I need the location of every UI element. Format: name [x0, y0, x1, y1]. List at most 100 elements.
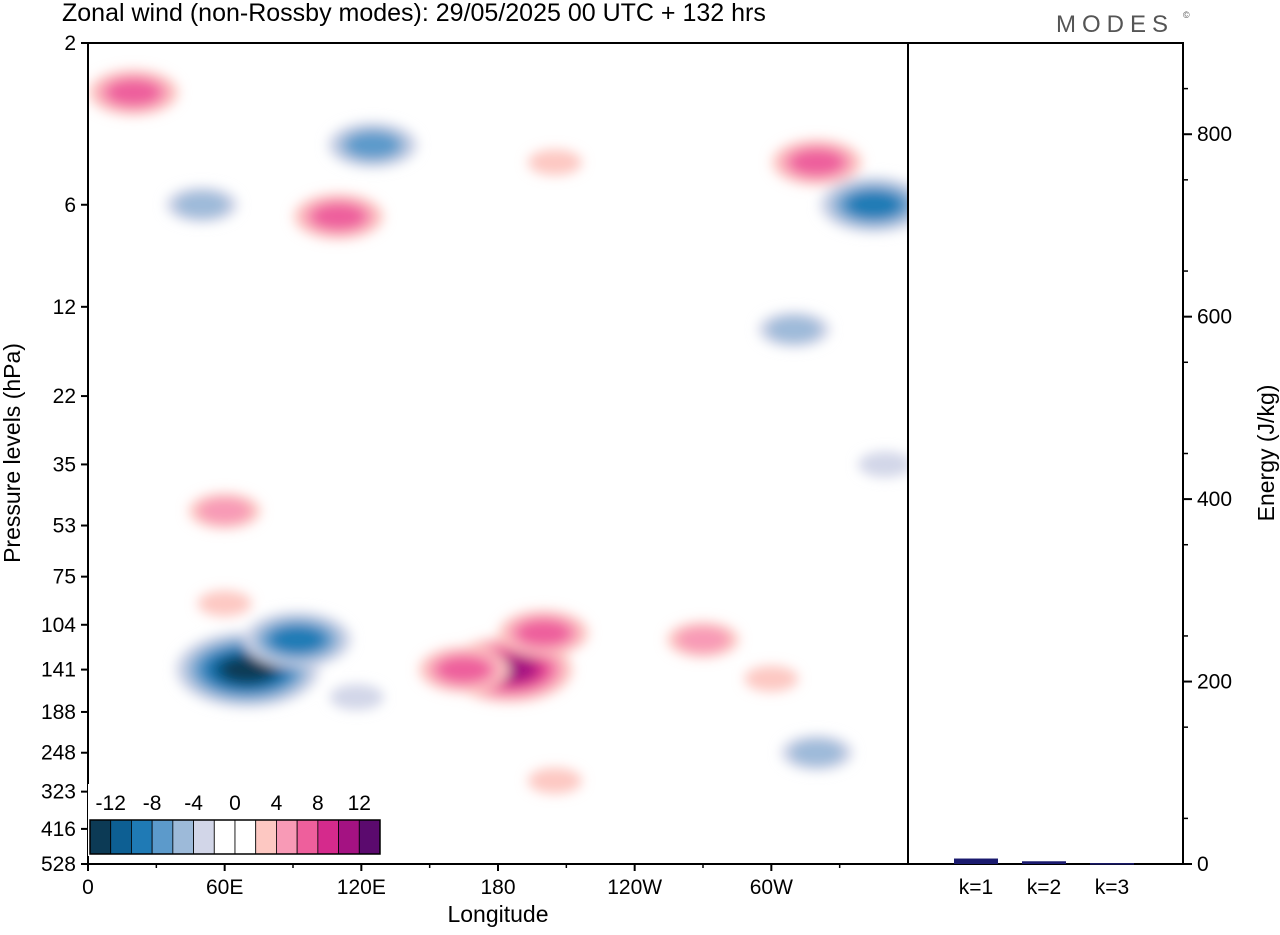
colorbar-tick-label: 0	[229, 792, 241, 815]
y-tick-label: 2	[64, 32, 76, 55]
heatmap-contour	[527, 149, 582, 176]
colorbar-swatch	[338, 819, 360, 855]
x-tick-label: 60E	[206, 876, 243, 899]
x-axis: 0 60E 120E 180 120W 60W	[82, 864, 841, 899]
heatmap-cell	[243, 611, 352, 668]
y-tick-label: 141	[41, 659, 76, 682]
heatmap-cell	[197, 590, 252, 617]
energy-tick-label: 600	[1197, 306, 1232, 329]
heatmap-contour	[345, 132, 400, 159]
energy-category-label: k=3	[1095, 876, 1129, 899]
y-tick-label: 12	[53, 296, 76, 319]
energy-bar	[1090, 863, 1134, 865]
energy-tick-label: 400	[1197, 488, 1232, 511]
energy-tick-label: 200	[1197, 671, 1232, 694]
y-tick-label: 75	[53, 566, 76, 589]
y-tick-label: 188	[41, 701, 76, 724]
colorbar-tick-label: -4	[184, 792, 203, 815]
colorbar-tick-label: -8	[143, 792, 162, 815]
y-tick-label: 528	[41, 853, 76, 876]
heatmap-cell	[771, 139, 862, 186]
colorbar-swatch	[110, 819, 132, 855]
heatmap-contour	[329, 684, 384, 711]
heatmap-contour	[858, 451, 908, 478]
heatmap-cell	[188, 492, 261, 529]
heatmap-cell	[88, 69, 179, 116]
y-axis-label: Pressure levels (hPa)	[0, 343, 25, 563]
colorbar-tick-label: -12	[96, 792, 126, 815]
heatmap-cell	[165, 186, 238, 223]
colorbar-swatch	[193, 819, 215, 855]
brand-text: MODES	[1056, 11, 1174, 38]
heatmap-contour	[436, 656, 491, 683]
heatmap-contour	[789, 149, 844, 176]
colorbar-swatch	[89, 819, 112, 855]
heatmap-contour	[197, 590, 252, 617]
colorbar-swatch	[296, 819, 319, 855]
heatmap-contour	[527, 767, 582, 794]
heatmap-cell	[327, 122, 418, 169]
y-tick-label: 416	[41, 818, 76, 841]
heatmap-contour	[789, 739, 844, 766]
heatmap-contour	[846, 191, 901, 218]
colorbar-outline	[89, 819, 381, 855]
colorbar-tick-label: 12	[348, 792, 371, 815]
heatmap-cell	[293, 193, 384, 240]
colorbar-swatch	[358, 819, 381, 855]
colorbar-swatch	[276, 819, 298, 855]
energy-category-label: k=2	[1027, 876, 1061, 899]
energy-category-label: k=1	[959, 876, 993, 899]
colorbar-tick-label: 8	[312, 792, 324, 815]
heatmap-contour	[270, 626, 325, 653]
heatmap-field	[88, 69, 908, 794]
heatmap-cell	[819, 176, 908, 233]
energy-bar	[954, 858, 998, 864]
heatmap-contour	[220, 656, 275, 683]
colorbar-swatch	[151, 819, 174, 855]
energy-axis: 0 200 400 600 800	[1183, 87, 1232, 876]
heatmap-cell	[498, 610, 589, 657]
heatmap-cell	[744, 665, 799, 692]
heatmap-cell	[858, 451, 908, 478]
y-tick-label: 6	[64, 194, 76, 217]
energy-tick-label: 800	[1197, 123, 1232, 146]
x-tick-label: 120W	[607, 876, 662, 899]
x-tick-label: 60W	[750, 876, 793, 899]
x-tick-label: 120E	[337, 876, 386, 899]
y-tick-label: 323	[41, 781, 76, 804]
y-tick-label: 53	[53, 515, 76, 538]
y-tick-label: 35	[53, 453, 76, 476]
y-axis: 2 6 12 22 35 53 75 104 141 188 248 323 416 528	[41, 32, 88, 876]
heatmap-contour	[197, 497, 252, 524]
heatmap-contour	[744, 665, 799, 692]
colorbar-swatch	[172, 819, 194, 855]
colorbar-swatch	[213, 819, 236, 855]
colorbar-swatch	[131, 819, 153, 855]
x-tick-label: 180	[480, 876, 515, 899]
brand-mark: ©	[1183, 10, 1190, 20]
colorbar-swatch	[234, 819, 257, 855]
brand-logo: MODES ©	[1056, 10, 1190, 38]
colorbar-tick-label: 4	[271, 792, 283, 815]
heatmap-cell	[780, 734, 853, 771]
energy-bar	[1022, 861, 1066, 864]
y-tick-label: 248	[41, 742, 76, 765]
energy-tick-label: 0	[1197, 853, 1209, 876]
energy-frame	[907, 42, 1184, 865]
y-tick-label: 104	[41, 614, 76, 637]
x-axis-label: Longitude	[447, 901, 548, 927]
colorbar: -12 -8 -4 0 4 8 12	[88, 784, 382, 856]
heatmap-cell	[758, 311, 831, 348]
energy-bars: k=1 k=2 k=3	[954, 858, 1134, 899]
heatmap-contour	[106, 79, 161, 106]
heatmap-cell	[329, 684, 384, 711]
heatmap-contour	[311, 203, 366, 230]
colorbar-swatch	[317, 819, 339, 855]
heatmap-contour	[516, 620, 571, 647]
heatmap-contour	[767, 316, 822, 343]
x-tick-label: 0	[82, 876, 94, 899]
heatmap-cell	[527, 149, 582, 176]
heatmap-contour	[676, 626, 730, 653]
